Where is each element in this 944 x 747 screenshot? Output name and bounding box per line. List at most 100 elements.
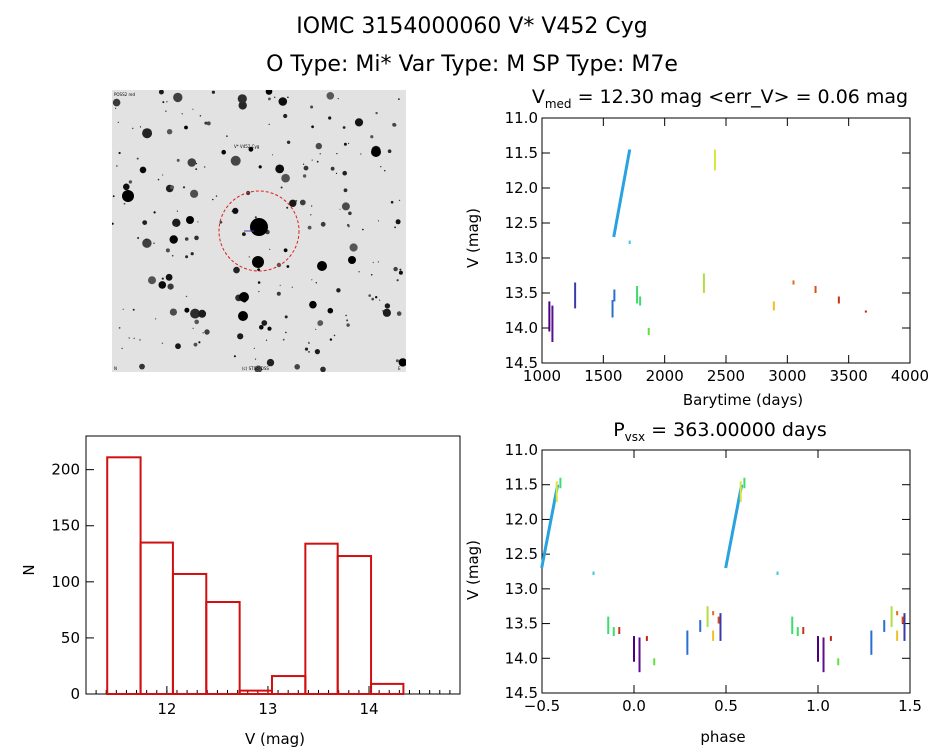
star [158, 281, 167, 289]
star [118, 327, 121, 329]
star [161, 342, 164, 344]
star [380, 166, 382, 168]
star [310, 214, 312, 216]
bright-star [252, 256, 264, 268]
phased-point-cluster [540, 484, 560, 569]
phased-frame [541, 449, 911, 694]
star [271, 154, 274, 156]
star [248, 256, 250, 258]
star [197, 221, 199, 223]
star [185, 295, 188, 298]
star [268, 123, 270, 125]
phased-xlabel: phase [700, 728, 745, 746]
star [233, 355, 236, 358]
star [235, 209, 237, 211]
star [348, 211, 352, 216]
lightcurve-ylabel: V (mag) [464, 208, 482, 268]
star [358, 271, 360, 273]
star [283, 113, 288, 119]
star [327, 307, 334, 314]
phased-ytick-label: 13.5 [505, 615, 538, 633]
phased-xtick-label: 1.0 [806, 697, 830, 715]
star [343, 142, 347, 146]
star [166, 101, 168, 103]
star [157, 178, 160, 181]
star [394, 226, 396, 229]
star [283, 248, 288, 253]
histogram-bar [238, 689, 273, 696]
histogram-ticks: 12 13 14 0 50 100 150 200 [51, 461, 461, 718]
star [362, 228, 364, 231]
star [221, 149, 226, 155]
star [343, 188, 348, 193]
star [346, 319, 349, 322]
star [176, 158, 180, 162]
phased-chart: Pvsx = 363.00000 days −0.5 0.0 0.5 1.0 1.5 11… [464, 419, 922, 746]
star [258, 165, 262, 169]
star [204, 329, 210, 335]
lightcurve-ticks: 1000 1500 2000 2500 3000 3500 4000 11.0 11.5 12.0… [505, 109, 930, 385]
star [280, 186, 283, 189]
star [319, 153, 321, 155]
star [215, 195, 218, 197]
star [346, 323, 350, 327]
star [184, 237, 189, 241]
sky-image-panel: POSS2 red V* V452 Cyg (c) STScI DSS N E [111, 88, 407, 374]
star [299, 199, 306, 206]
star [308, 351, 310, 353]
star [212, 198, 214, 201]
phased-ytick-label: 13.0 [505, 580, 538, 598]
star [187, 158, 197, 167]
star [382, 308, 391, 317]
star [349, 243, 358, 252]
star [116, 165, 118, 167]
star [314, 349, 320, 355]
star [132, 308, 135, 311]
phased-points [540, 477, 906, 673]
star [131, 127, 134, 130]
star [259, 325, 264, 330]
star [342, 126, 346, 129]
star [198, 341, 201, 344]
star [387, 149, 392, 153]
image-br-label: E [398, 366, 401, 371]
phased-xtick-label: 0.5 [714, 697, 738, 715]
star [375, 111, 378, 115]
histogram-ylabel: N [20, 564, 38, 575]
star [169, 308, 177, 316]
lightcurve-xtick-label: 2500 [707, 367, 745, 385]
star [333, 334, 336, 337]
star [398, 98, 400, 100]
histogram-bar [370, 682, 405, 696]
star [399, 268, 402, 271]
lightcurve-ytick-label: 14.5 [505, 354, 538, 372]
star [237, 333, 244, 340]
star [173, 92, 183, 103]
star [194, 235, 199, 241]
lightcurve-plot-border [541, 117, 911, 364]
lightcurve-xtick-label: 3500 [830, 367, 868, 385]
star [167, 283, 174, 290]
lightcurve-ytick-label: 13.0 [505, 249, 538, 267]
star [199, 115, 202, 117]
histogram-bar [171, 572, 208, 695]
histogram-bar [139, 541, 174, 695]
star [261, 320, 268, 326]
phased-xtick-label: 1.5 [898, 697, 922, 715]
star [390, 200, 394, 204]
lightcurve-xlabel: Barytime (days) [683, 391, 803, 409]
phased-ytick-label: 14.0 [505, 649, 538, 667]
histogram-xlabel: V (mag) [245, 730, 305, 747]
lightcurve-xtick-label: 2000 [646, 367, 684, 385]
star [166, 129, 173, 135]
lightcurve-point-cluster [612, 149, 632, 238]
lightcurve-ytick-label: 13.5 [505, 284, 538, 302]
star [335, 172, 338, 174]
star [162, 101, 165, 104]
star [395, 219, 401, 225]
star [265, 339, 268, 341]
phased-xtick-label: 0.0 [622, 697, 646, 715]
bright-star [122, 190, 134, 202]
histogram-ytick-label: 0 [70, 685, 80, 703]
star [269, 248, 271, 250]
